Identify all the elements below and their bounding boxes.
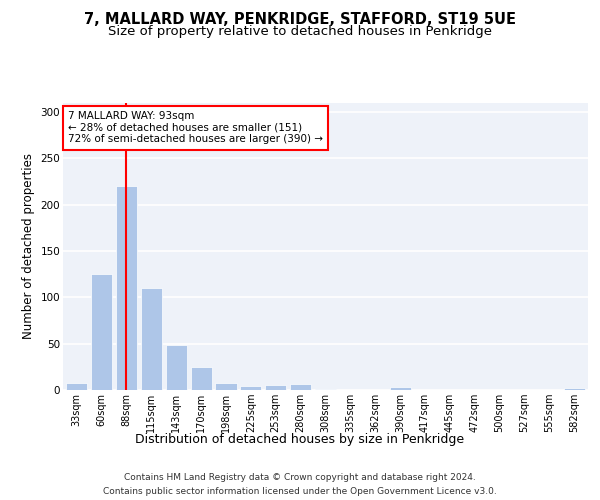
- Bar: [564, 388, 585, 390]
- Text: 7, MALLARD WAY, PENKRIDGE, STAFFORD, ST19 5UE: 7, MALLARD WAY, PENKRIDGE, STAFFORD, ST1…: [84, 12, 516, 28]
- Bar: [191, 367, 212, 390]
- Text: Size of property relative to detached houses in Penkridge: Size of property relative to detached ho…: [108, 25, 492, 38]
- Bar: [116, 186, 137, 390]
- Bar: [290, 384, 311, 390]
- Bar: [91, 274, 112, 390]
- Bar: [265, 386, 286, 390]
- Text: Distribution of detached houses by size in Penkridge: Distribution of detached houses by size …: [136, 432, 464, 446]
- Text: 7 MALLARD WAY: 93sqm
← 28% of detached houses are smaller (151)
72% of semi-deta: 7 MALLARD WAY: 93sqm ← 28% of detached h…: [68, 111, 323, 144]
- Bar: [389, 387, 411, 390]
- Y-axis label: Number of detached properties: Number of detached properties: [22, 153, 35, 340]
- Bar: [215, 382, 236, 390]
- Bar: [66, 382, 87, 390]
- Bar: [141, 288, 162, 390]
- Bar: [166, 344, 187, 390]
- Bar: [315, 389, 336, 390]
- Text: Contains HM Land Registry data © Crown copyright and database right 2024.: Contains HM Land Registry data © Crown c…: [124, 472, 476, 482]
- Bar: [240, 386, 262, 390]
- Text: Contains public sector information licensed under the Open Government Licence v3: Contains public sector information licen…: [103, 488, 497, 496]
